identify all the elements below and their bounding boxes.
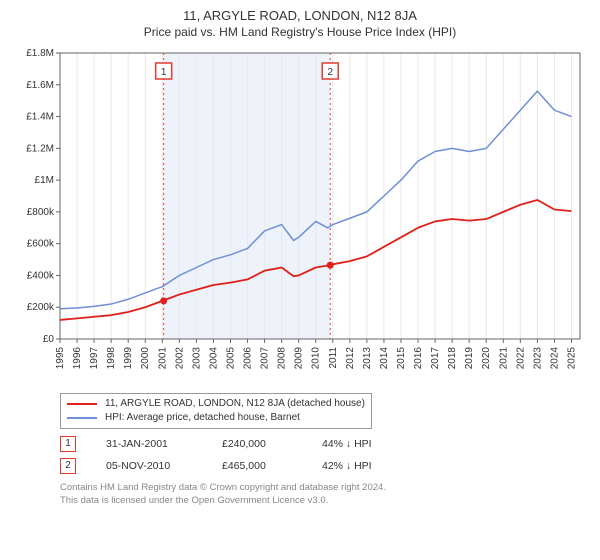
chart-subtitle: Price paid vs. HM Land Registry's House … bbox=[14, 25, 586, 39]
svg-text:2014: 2014 bbox=[379, 347, 390, 370]
svg-text:2001: 2001 bbox=[157, 347, 168, 370]
svg-text:£1.6M: £1.6M bbox=[26, 80, 54, 91]
svg-text:2008: 2008 bbox=[277, 347, 288, 370]
marker-badge-2: 2 bbox=[60, 458, 76, 474]
marker-price: £240,000 bbox=[222, 438, 292, 450]
svg-text:1999: 1999 bbox=[123, 347, 134, 370]
marker-delta: 42% ↓ HPI bbox=[322, 460, 412, 472]
marker-date: 31-JAN-2001 bbox=[106, 438, 192, 450]
svg-text:2024: 2024 bbox=[549, 347, 560, 370]
svg-text:2011: 2011 bbox=[328, 347, 339, 369]
svg-text:2005: 2005 bbox=[225, 347, 236, 370]
svg-text:2020: 2020 bbox=[481, 347, 492, 370]
marker-row: 1 31-JAN-2001 £240,000 44% ↓ HPI bbox=[60, 433, 586, 455]
chart-plot-area: £0 £200k £400k £600k £800k £1M £1.2M £1.4M £1.6M… bbox=[14, 47, 586, 387]
marker-delta: 44% ↓ HPI bbox=[322, 438, 412, 450]
svg-text:2002: 2002 bbox=[174, 347, 185, 370]
svg-text:2012: 2012 bbox=[345, 347, 356, 370]
svg-text:2000: 2000 bbox=[140, 347, 151, 370]
svg-text:2013: 2013 bbox=[362, 347, 373, 370]
marker-price: £465,000 bbox=[222, 460, 292, 472]
svg-text:1997: 1997 bbox=[89, 347, 100, 370]
svg-text:£0: £0 bbox=[43, 334, 55, 345]
svg-text:£800k: £800k bbox=[27, 207, 55, 218]
svg-text:1998: 1998 bbox=[106, 347, 117, 370]
svg-text:2004: 2004 bbox=[208, 347, 219, 370]
chart-title-address: 11, ARGYLE ROAD, LONDON, N12 8JA bbox=[14, 8, 586, 23]
marker-date: 05-NOV-2010 bbox=[106, 460, 192, 472]
svg-text:2022: 2022 bbox=[515, 347, 526, 370]
svg-text:2023: 2023 bbox=[532, 347, 543, 370]
legend: 11, ARGYLE ROAD, LONDON, N12 8JA (detach… bbox=[60, 393, 372, 429]
marker-table: 1 31-JAN-2001 £240,000 44% ↓ HPI 2 05-NO… bbox=[60, 433, 586, 477]
legend-row: HPI: Average price, detached house, Barn… bbox=[67, 411, 365, 425]
svg-text:2015: 2015 bbox=[396, 347, 407, 370]
svg-text:£1.8M: £1.8M bbox=[26, 48, 54, 59]
svg-text:2006: 2006 bbox=[243, 347, 254, 370]
svg-text:£600k: £600k bbox=[27, 239, 55, 250]
footer-line1: Contains HM Land Registry data © Crown c… bbox=[60, 481, 586, 494]
legend-swatch-hpi bbox=[67, 417, 97, 419]
svg-text:£1M: £1M bbox=[35, 175, 54, 186]
legend-row: 11, ARGYLE ROAD, LONDON, N12 8JA (detach… bbox=[67, 397, 365, 411]
marker-row: 2 05-NOV-2010 £465,000 42% ↓ HPI bbox=[60, 455, 586, 477]
svg-text:1995: 1995 bbox=[55, 347, 66, 370]
legend-label-property: 11, ARGYLE ROAD, LONDON, N12 8JA (detach… bbox=[105, 397, 365, 411]
footer-attribution: Contains HM Land Registry data © Crown c… bbox=[60, 481, 586, 507]
legend-swatch-property bbox=[67, 403, 97, 405]
chart-svg: £0 £200k £400k £600k £800k £1M £1.2M £1.4M £1.6M… bbox=[14, 47, 586, 387]
svg-text:2007: 2007 bbox=[260, 347, 271, 370]
svg-text:2009: 2009 bbox=[294, 347, 305, 370]
svg-text:£200k: £200k bbox=[27, 302, 55, 313]
svg-text:2016: 2016 bbox=[413, 347, 424, 370]
svg-text:2018: 2018 bbox=[447, 347, 458, 370]
svg-text:2010: 2010 bbox=[311, 347, 322, 370]
footer-line2: This data is licensed under the Open Gov… bbox=[60, 494, 586, 507]
svg-text:2025: 2025 bbox=[566, 347, 577, 370]
svg-text:2017: 2017 bbox=[430, 347, 441, 370]
svg-text:2003: 2003 bbox=[191, 347, 202, 370]
svg-text:2021: 2021 bbox=[498, 347, 509, 370]
legend-label-hpi: HPI: Average price, detached house, Barn… bbox=[105, 411, 300, 425]
svg-text:2: 2 bbox=[327, 67, 333, 78]
svg-text:2019: 2019 bbox=[464, 347, 475, 370]
svg-text:1: 1 bbox=[161, 67, 167, 78]
svg-text:£400k: £400k bbox=[27, 270, 55, 281]
svg-text:£1.4M: £1.4M bbox=[26, 112, 54, 123]
svg-text:1996: 1996 bbox=[72, 347, 83, 370]
marker-badge-1: 1 bbox=[60, 436, 76, 452]
svg-text:£1.2M: £1.2M bbox=[26, 143, 54, 154]
figure-container: 11, ARGYLE ROAD, LONDON, N12 8JA Price p… bbox=[0, 0, 600, 560]
